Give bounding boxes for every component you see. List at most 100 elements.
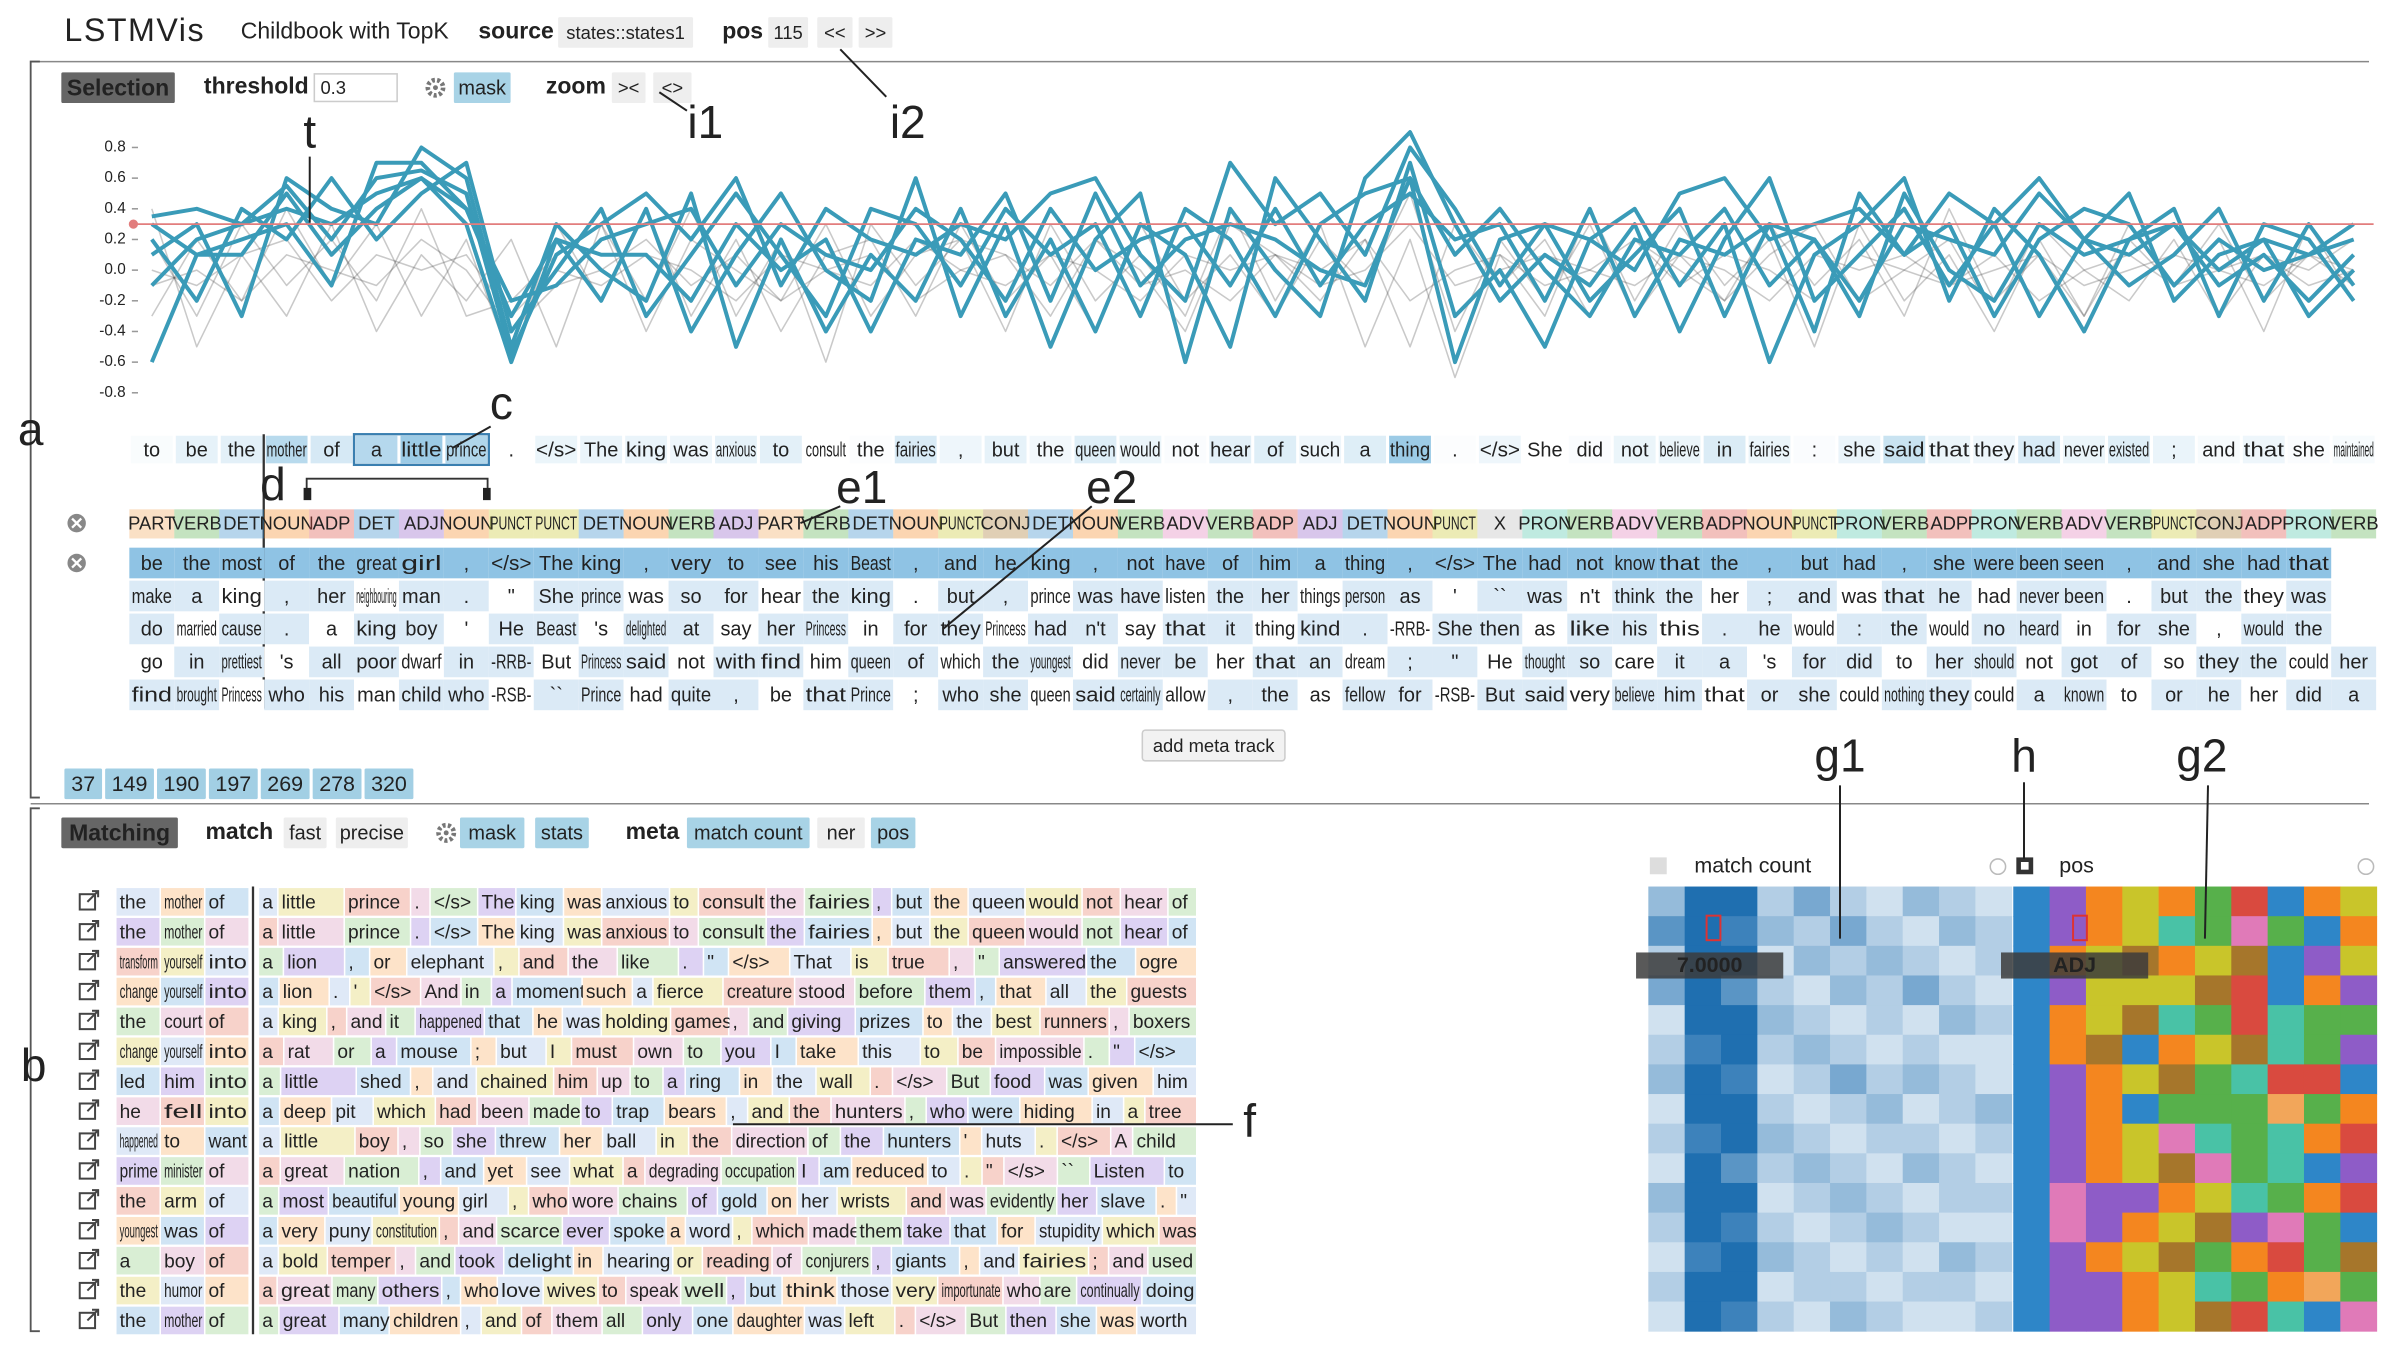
topk-cell	[938, 613, 984, 645]
pos-meta-cell	[2013, 1094, 2051, 1125]
match-token: mouse	[400, 1042, 458, 1063]
topk-cell	[354, 613, 399, 645]
add-meta-button[interactable]	[1141, 729, 1286, 762]
cell-chip-bg[interactable]	[64, 768, 103, 800]
gear-icon[interactable]	[425, 77, 446, 98]
match-count-cell	[1939, 1153, 1976, 1184]
meta-option-bg[interactable]	[817, 817, 865, 849]
topk-token: ;	[1407, 652, 1413, 674]
source-value-bg[interactable]	[558, 17, 694, 48]
open-link[interactable]	[78, 1012, 97, 1031]
match-token: ,	[909, 1102, 914, 1123]
match-token: "	[1180, 1191, 1187, 1212]
open-link[interactable]	[78, 953, 97, 971]
token: She	[1527, 439, 1562, 461]
pos-tag: VERB	[2014, 513, 2064, 534]
token-highlight	[715, 435, 757, 464]
remove-meta[interactable]	[2357, 858, 2375, 876]
pos-tag: PRON	[1833, 513, 1886, 534]
match-cell	[872, 888, 891, 916]
topk-token: hear	[761, 586, 802, 608]
token-highlight	[1658, 435, 1701, 464]
topk-cell	[129, 547, 175, 579]
cell-chip-bg[interactable]	[364, 768, 414, 800]
threshold-input[interactable]	[313, 73, 398, 103]
match-precise-bg[interactable]	[335, 817, 408, 849]
pos-meta-cell	[2122, 1005, 2160, 1036]
pos-tag: ADP	[1706, 513, 1744, 534]
token: little	[401, 439, 441, 461]
match-token: giving	[791, 1012, 841, 1033]
match-fast-bg[interactable]	[283, 817, 327, 849]
match-token: child	[1136, 1132, 1175, 1153]
match-token: you	[725, 1042, 756, 1063]
match-count-cell	[1902, 1271, 1940, 1303]
open-link[interactable]	[78, 893, 97, 911]
topk-token: who	[267, 685, 305, 707]
match-count-cell	[1975, 1034, 2013, 1065]
checkbox[interactable]	[1649, 857, 1667, 875]
match-token: ,	[446, 1281, 451, 1302]
cell-chip-bg[interactable]	[312, 768, 362, 800]
topk-cell	[219, 613, 265, 645]
pos-meta-cell	[2158, 1242, 2196, 1273]
token: not	[1621, 439, 1649, 461]
cell-chip-bg[interactable]	[260, 768, 310, 800]
pos-tag: DET	[358, 513, 395, 534]
pos-cell	[1612, 509, 1658, 539]
token-highlight	[670, 435, 712, 464]
gear-icon[interactable]	[436, 822, 457, 843]
prev-button-bg[interactable]	[817, 17, 853, 48]
match-count-cell	[1721, 1153, 1758, 1184]
mask-toggle-bg[interactable]	[460, 817, 525, 849]
match-count-cell	[1757, 1242, 1795, 1273]
match-count-cell	[1648, 1094, 1686, 1125]
topk-token: his	[1622, 619, 1648, 641]
stats-toggle-bg[interactable]	[535, 817, 589, 849]
topk-token: of	[1222, 553, 1239, 575]
topk-cell	[1747, 580, 1792, 612]
topk-cell	[1881, 547, 1927, 579]
next-button-bg[interactable]	[858, 17, 893, 48]
open-link-arrow	[86, 1278, 100, 1292]
cell-chip-bg[interactable]	[157, 768, 206, 800]
token: to	[143, 439, 160, 461]
topk-cell	[758, 679, 804, 711]
pos-meta-cell	[2122, 1301, 2160, 1332]
topk-cell	[1252, 646, 1298, 678]
open-link[interactable]	[78, 923, 97, 941]
cell-chip-bg[interactable]	[208, 768, 258, 800]
pos-tag: DET	[223, 513, 260, 534]
pos-meta-cell	[2231, 886, 2269, 917]
match-cell	[512, 977, 582, 1006]
match-token: of	[776, 1251, 793, 1272]
cell-chip-bg[interactable]	[105, 768, 154, 800]
topk-token: for	[1803, 652, 1827, 674]
match-token: think	[786, 1281, 835, 1302]
match-token: a	[262, 1132, 273, 1153]
topk-token: it	[1675, 652, 1685, 674]
match-token: But	[951, 1072, 980, 1093]
topk-cell	[2151, 646, 2197, 678]
mask-toggle-bg[interactable]	[453, 72, 511, 103]
pos-value-bg[interactable]	[768, 17, 809, 48]
remove-meta[interactable]	[1989, 858, 2007, 876]
threshold-handle[interactable]	[128, 219, 138, 229]
token: did	[1576, 439, 1603, 461]
topk-cell	[713, 613, 759, 645]
match-token: the	[770, 892, 797, 913]
meta-option-bg[interactable]	[686, 817, 810, 849]
zoom-in-bg[interactable]	[611, 72, 646, 103]
match-token: "	[1113, 1042, 1120, 1063]
topk-cell	[1072, 613, 1118, 645]
open-link[interactable]	[78, 982, 97, 1001]
match-token: them	[929, 982, 972, 1003]
topk-cell	[2061, 580, 2107, 612]
meta-option-bg[interactable]	[870, 817, 916, 849]
topk-cell	[2106, 613, 2152, 645]
topk-token: ,	[1003, 586, 1009, 608]
open-link-arrow	[86, 949, 100, 963]
topk-token: should	[1974, 652, 2014, 674]
token-highlight	[1389, 435, 1431, 464]
match-token: would	[1028, 892, 1079, 913]
